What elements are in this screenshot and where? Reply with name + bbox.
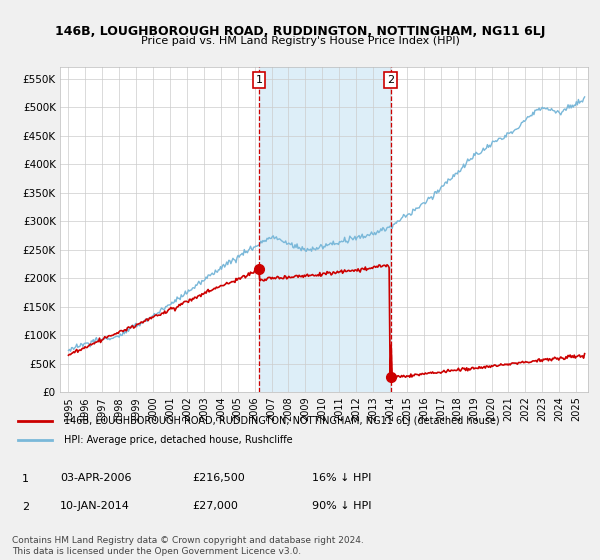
- Text: 1: 1: [22, 474, 29, 483]
- Text: £27,000: £27,000: [192, 501, 238, 511]
- Bar: [259, 67, 391, 392]
- Text: £216,500: £216,500: [192, 473, 245, 483]
- Text: Price paid vs. HM Land Registry's House Price Index (HPI): Price paid vs. HM Land Registry's House …: [140, 36, 460, 46]
- Text: 2: 2: [387, 74, 394, 85]
- Text: 16% ↓ HPI: 16% ↓ HPI: [312, 473, 371, 483]
- Text: 146B, LOUGHBOROUGH ROAD, RUDDINGTON, NOTTINGHAM, NG11 6LJ (detached house): 146B, LOUGHBOROUGH ROAD, RUDDINGTON, NOT…: [64, 416, 499, 426]
- Text: 90% ↓ HPI: 90% ↓ HPI: [312, 501, 371, 511]
- Text: 03-APR-2006: 03-APR-2006: [60, 473, 131, 483]
- Text: 146B, LOUGHBOROUGH ROAD, RUDDINGTON, NOTTINGHAM, NG11 6LJ: 146B, LOUGHBOROUGH ROAD, RUDDINGTON, NOT…: [55, 25, 545, 38]
- Text: 2: 2: [22, 502, 29, 511]
- Text: 10-JAN-2014: 10-JAN-2014: [60, 501, 130, 511]
- Text: 1: 1: [256, 74, 262, 85]
- Text: Contains HM Land Registry data © Crown copyright and database right 2024.
This d: Contains HM Land Registry data © Crown c…: [12, 536, 364, 556]
- Text: HPI: Average price, detached house, Rushcliffe: HPI: Average price, detached house, Rush…: [64, 435, 292, 445]
